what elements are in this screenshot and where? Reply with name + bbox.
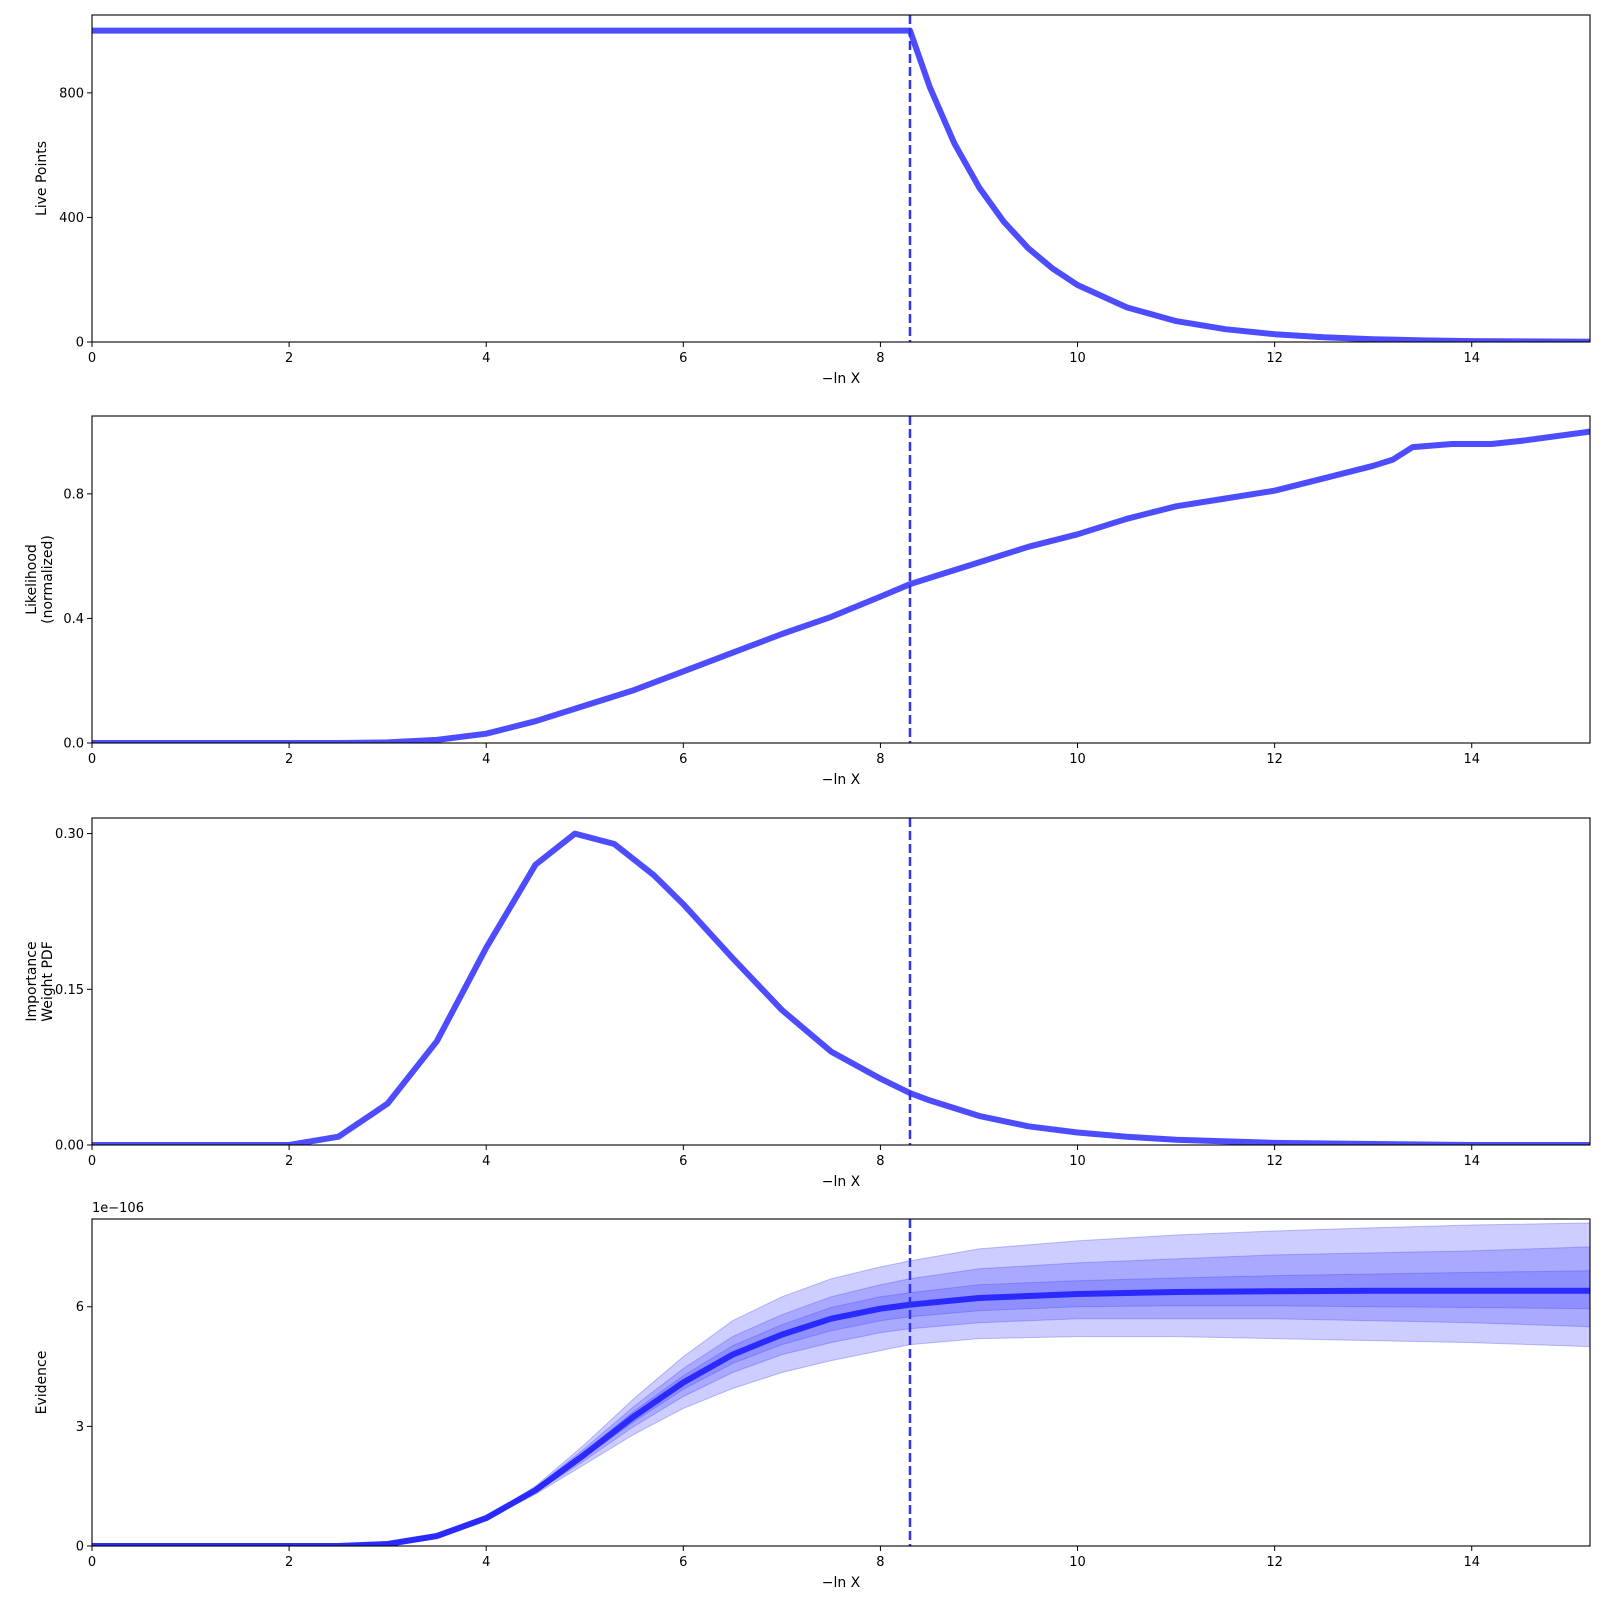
x-tick-label: 2 <box>285 1154 293 1169</box>
x-tick-label: 12 <box>1266 1555 1283 1570</box>
x-axis-label: −ln X <box>822 1174 861 1190</box>
panel-2: 0 2 4 6 8 10 12 14 0.0 0.4 0.8 −ln X Likelihood (norm… <box>24 415 1591 788</box>
y-offset-text: 1e−106 <box>92 1201 144 1216</box>
x-tick-label: 0 <box>88 351 96 366</box>
series-line <box>92 27 1590 342</box>
x-tick-label: 0 <box>88 1555 96 1570</box>
x-tick-label: 4 <box>482 351 490 366</box>
y-axis-label: Importance <box>24 941 40 1021</box>
x-tick-label: 14 <box>1463 1555 1480 1570</box>
x-tick-label: 2 <box>285 1555 293 1570</box>
y-tick-label: 0.15 <box>55 983 84 998</box>
x-tick-label: 6 <box>679 1555 687 1570</box>
axes-frame <box>91 14 1591 343</box>
y-axis-label: Live Points <box>34 141 50 216</box>
x-tick-label: 6 <box>679 1154 687 1169</box>
x-tick-label: 10 <box>1069 1555 1086 1570</box>
y-axis-label: Evidence <box>34 1351 50 1415</box>
series-line <box>92 428 1590 743</box>
x-tick-label: 14 <box>1463 752 1480 767</box>
credible-band-2 <box>92 1246 1590 1546</box>
y-axis-label: Likelihood <box>24 544 40 615</box>
panel-3: 0 2 4 6 8 10 12 14 0.00 0.15 0.30 −ln X Importance We… <box>24 817 1591 1190</box>
x-tick-label: 10 <box>1069 752 1086 767</box>
y-axis-label: Weight PDF <box>40 941 56 1022</box>
x-tick-label: 4 <box>482 1154 490 1169</box>
x-tick-label: 4 <box>482 1555 490 1570</box>
y-tick-label: 0 <box>76 336 84 351</box>
y-tick-label: 400 <box>59 211 84 226</box>
panel-4: 0 2 4 6 8 10 12 14 0 3 6 −ln X Evidence 1e−106 <box>34 1201 1591 1591</box>
x-tick-label: 8 <box>876 351 884 366</box>
y-tick-label: 3 <box>76 1420 84 1435</box>
x-tick-label: 8 <box>876 1154 884 1169</box>
x-tick-label: 12 <box>1266 752 1283 767</box>
x-axis-label: −ln X <box>822 371 861 387</box>
x-tick-label: 0 <box>88 752 96 767</box>
x-tick-label: 10 <box>1069 1154 1086 1169</box>
x-axis-label: −ln X <box>822 1575 861 1591</box>
plot-area <box>92 1219 1590 1546</box>
x-tick-label: 6 <box>679 351 687 366</box>
axes-frame <box>91 415 1591 744</box>
x-tick-label: 8 <box>876 1555 884 1570</box>
panel-1: 0 2 4 6 8 10 12 14 0 400 800 −ln X Live Points <box>34 14 1591 387</box>
x-tick-label: 8 <box>876 752 884 767</box>
axes-frame <box>91 817 1591 1146</box>
credible-band-3 <box>92 1270 1590 1546</box>
x-tick-label: 4 <box>482 752 490 767</box>
x-tick-label: 2 <box>285 752 293 767</box>
x-tick-label: 14 <box>1463 1154 1480 1169</box>
y-tick-label: 0.4 <box>63 612 84 627</box>
plot-area <box>92 818 1590 1145</box>
plot-area <box>92 15 1590 342</box>
y-tick-label: 6 <box>76 1300 84 1315</box>
x-tick-label: 10 <box>1069 351 1086 366</box>
x-tick-label: 6 <box>679 752 687 767</box>
y-tick-label: 0.30 <box>55 827 84 842</box>
x-tick-label: 2 <box>285 351 293 366</box>
x-tick-label: 12 <box>1266 351 1283 366</box>
series-line <box>92 830 1590 1145</box>
x-tick-label: 12 <box>1266 1154 1283 1169</box>
y-tick-label: 0.8 <box>63 487 84 502</box>
x-axis-label: −ln X <box>822 772 861 788</box>
plot-area <box>92 416 1590 743</box>
y-tick-label: 0.0 <box>63 737 84 752</box>
credible-band-1 <box>92 1222 1590 1546</box>
y-tick-label: 0.00 <box>55 1139 84 1154</box>
series-line <box>92 1287 1590 1546</box>
axes-frame <box>91 1218 1591 1547</box>
x-tick-label: 0 <box>88 1154 96 1169</box>
y-tick-label: 800 <box>59 86 84 101</box>
y-tick-label: 0 <box>76 1540 84 1555</box>
y-axis-label: (normalized) <box>40 535 56 624</box>
x-tick-label: 14 <box>1463 351 1480 366</box>
